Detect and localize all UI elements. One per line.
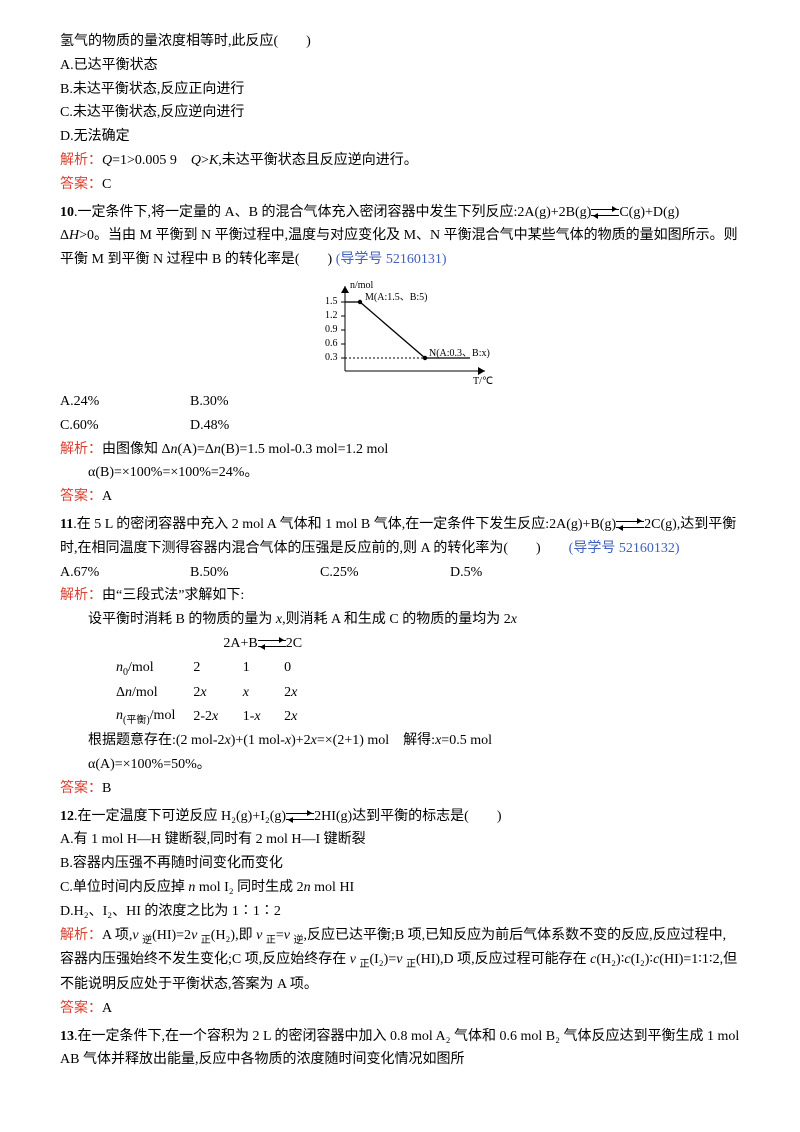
option-a: A.已达平衡状态 <box>60 54 740 78</box>
analysis-label: 解析： <box>60 928 102 943</box>
answer-label: 答案： <box>60 177 102 192</box>
question-number: 12 <box>60 809 74 824</box>
q10-chart: n/mol T/℃ 1.5 1.2 0.9 0.6 0.3 M(A:1.5、B:… <box>305 276 495 386</box>
svg-text:1.2: 1.2 <box>325 310 338 321</box>
point-m-label: M(A:1.5、B:5) <box>365 292 428 303</box>
analysis-line-2: α(B)=×100%=×100%=24%。 <box>60 461 740 485</box>
question-number: 10 <box>60 205 74 220</box>
answer-value: A <box>102 1001 112 1016</box>
answer-value: A <box>102 489 112 504</box>
analysis: 解析：由“三段式法”求解如下: <box>60 584 740 608</box>
analysis-label: 解析： <box>60 153 102 168</box>
option-b: B.容器内压强不再随时间变化而变化 <box>60 852 740 876</box>
options-row-2: C.60% D.48% <box>60 414 740 438</box>
option-d: D.无法确定 <box>60 125 740 149</box>
question-11: 11.在 5 L 的密闭容器中充入 2 mol A 气体和 1 mol B 气体… <box>60 513 740 801</box>
question-12: 12.在一定温度下可逆反应 H₂(g)+I₂(g)2HI(g)达到平衡的标志是(… <box>60 805 740 1021</box>
equilibrium-arrow-icon <box>286 811 314 822</box>
option-b: B.30% <box>190 390 229 414</box>
answer: 答案：A <box>60 485 740 509</box>
option-b: B.未达平衡状态,反应正向进行 <box>60 78 740 102</box>
answer-value: B <box>102 781 111 796</box>
analysis-line-4: α(A)=×100%=50%。 <box>60 753 740 777</box>
analysis: 解析：由图像知 Δn(A)=Δn(B)=1.5 mol-0.3 mol=1.2 … <box>60 438 740 462</box>
options-row: A.67% B.50% C.25% D.5% <box>60 561 740 585</box>
svg-text:0.6: 0.6 <box>325 338 338 349</box>
analysis-label: 解析： <box>60 442 102 457</box>
equilibrium-arrow-icon <box>258 638 286 649</box>
stem: 12.在一定温度下可逆反应 H₂(g)+I₂(g)2HI(g)达到平衡的标志是(… <box>60 805 740 829</box>
stem: 11.在 5 L 的密闭容器中充入 2 mol A 气体和 1 mol B 气体… <box>60 513 740 561</box>
question-9-tail: 氢气的物质的量浓度相等时,此反应( ) A.已达平衡状态 B.未达平衡状态,反应… <box>60 30 740 197</box>
analysis-label: 解析： <box>60 588 102 603</box>
guide-number: (导学号 52160132) <box>569 541 680 556</box>
option-c: C.25% <box>320 561 450 585</box>
equilibrium-arrow-icon <box>616 519 644 530</box>
option-d: D.5% <box>450 561 482 585</box>
options-row-1: A.24% B.30% <box>60 390 740 414</box>
question-10: 10.一定条件下,将一定量的 A、B 的混合气体充入密闭容器中发生下列反应:2A… <box>60 201 740 509</box>
stem: .在一定条件下,在一个容积为 2 L 的密闭容器中加入 0.8 mol A₂ 气… <box>60 1029 739 1068</box>
answer: 答案：A <box>60 997 740 1021</box>
option-a: A.有 1 mol H—H 键断裂,同时有 2 mol H—I 键断裂 <box>60 828 740 852</box>
point-n-label: N(A:0.3、B:x) <box>429 348 490 359</box>
option-c: C.60% <box>60 414 190 438</box>
option-a: A.24% <box>60 390 190 414</box>
analysis-line-2: 设平衡时消耗 B 的物质的量为 x,则消耗 A 和生成 C 的物质的量均为 2x <box>60 608 740 632</box>
x-axis-label: T/℃ <box>473 376 493 386</box>
ice-table: 2A+B2C n0/mol210 Δn/mol2xx2x n(平衡)/mol2-… <box>116 632 320 729</box>
option-c: C.单位时间内反应掉 n mol I₂ 同时生成 2n mol HI <box>60 876 740 900</box>
option-d: D.H₂、I₂、HI 的浓度之比为 1∶1∶2 <box>60 900 740 924</box>
answer-label: 答案： <box>60 781 102 796</box>
question-number: 11 <box>60 517 73 532</box>
option-c: C.未达平衡状态,反应逆向进行 <box>60 101 740 125</box>
guide-number: (导学号 52160131) <box>336 252 447 267</box>
svg-text:0.9: 0.9 <box>325 324 338 335</box>
question-13: 13.在一定条件下,在一个容积为 2 L 的密闭容器中加入 0.8 mol A₂… <box>60 1025 740 1073</box>
analysis-line-3: 根据题意存在:(2 mol-2x)+(1 mol-x)+2x=×(2+1) mo… <box>60 729 740 753</box>
option-a: A.67% <box>60 561 190 585</box>
answer: 答案：B <box>60 777 740 801</box>
equilibrium-arrow-icon <box>591 207 619 218</box>
stem: 10.一定条件下,将一定量的 A、B 的混合气体充入密闭容器中发生下列反应:2A… <box>60 201 740 272</box>
analysis: 解析：A 项,v 逆(HI)=2v 正(H₂),即 v 正=v 逆,反应已达平衡… <box>60 924 740 997</box>
answer-label: 答案： <box>60 489 102 504</box>
answer-value: C <box>102 177 111 192</box>
analysis: 解析：Q=1>0.005 9 Q>K,未达平衡状态且反应逆向进行。 <box>60 149 740 173</box>
answer: 答案：C <box>60 173 740 197</box>
option-d: D.48% <box>190 414 229 438</box>
question-number: 13 <box>60 1029 74 1044</box>
y-axis-label: n/mol <box>350 280 374 291</box>
answer-label: 答案： <box>60 1001 102 1016</box>
svg-text:1.5: 1.5 <box>325 296 338 307</box>
svg-text:0.3: 0.3 <box>325 352 338 363</box>
option-b: B.50% <box>190 561 320 585</box>
stem: 氢气的物质的量浓度相等时,此反应( ) <box>60 30 740 54</box>
